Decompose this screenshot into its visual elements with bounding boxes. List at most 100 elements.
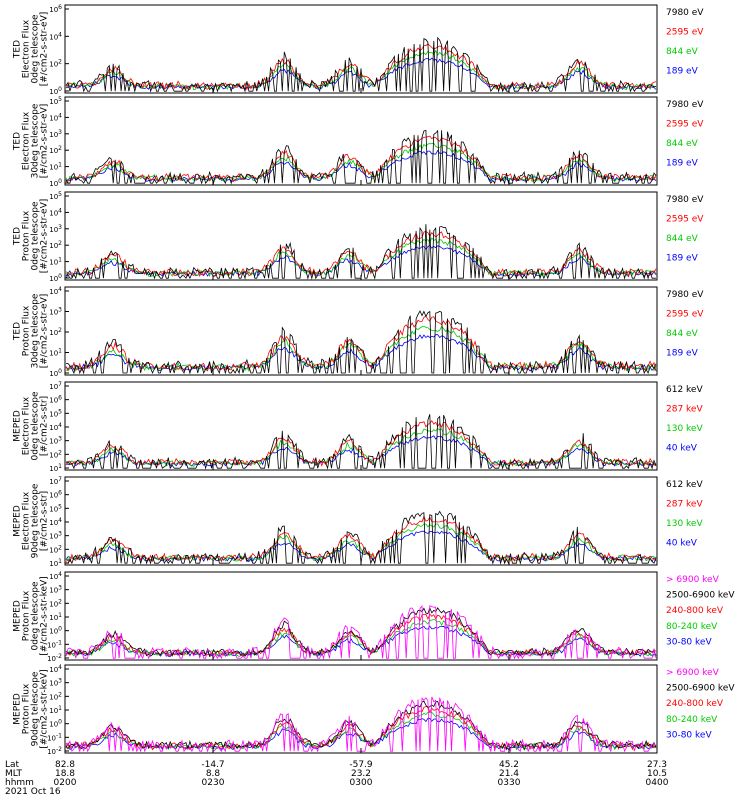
legend-entry: 189 eV bbox=[666, 159, 699, 169]
series-trace-magenta bbox=[65, 696, 657, 753]
series-trace-red bbox=[65, 706, 657, 751]
y-tick-label: 101 bbox=[49, 348, 62, 358]
y-tick-label: 105 bbox=[49, 96, 62, 106]
y-tick-label: 101 bbox=[49, 257, 62, 267]
footer-value: 0200 bbox=[54, 778, 77, 788]
y-tick-label: 106 bbox=[49, 395, 62, 405]
y-tick-label: 10-2 bbox=[47, 746, 62, 756]
series-trace-green bbox=[65, 523, 657, 562]
legend-entry: 240-800 keV bbox=[666, 606, 724, 616]
legend-entry: 844 eV bbox=[666, 139, 699, 149]
y-tick-label: 105 bbox=[49, 503, 62, 513]
y-tick-label: 105 bbox=[49, 191, 62, 201]
footer-value: 82.8 bbox=[55, 760, 75, 770]
y-axis-label: MEPEDProton Flux0deg telescope[#/cm2-s-s… bbox=[13, 576, 50, 655]
series-trace-green bbox=[65, 325, 657, 372]
legend-entry: > 6900 keV bbox=[666, 668, 720, 678]
y-tick-label: 106 bbox=[49, 490, 62, 500]
legend-entry: 2595 eV bbox=[666, 215, 704, 225]
y-tick-label: 100 bbox=[49, 719, 62, 729]
legend-entry: 130 keV bbox=[666, 519, 703, 529]
series-trace-blue bbox=[65, 334, 657, 372]
y-tick-label: 104 bbox=[49, 286, 62, 296]
legend-entry: 30-80 keV bbox=[666, 730, 712, 740]
series-trace-black bbox=[65, 36, 657, 93]
y-tick-label: 101 bbox=[49, 558, 62, 568]
legend-entry: 130 keV bbox=[666, 424, 703, 434]
y-tick-label: 101 bbox=[49, 162, 62, 172]
footer-row-label: hhmm bbox=[5, 778, 34, 788]
footer-value: 10.5 bbox=[647, 769, 667, 779]
series-trace-red bbox=[65, 135, 657, 183]
y-tick-label: 102 bbox=[49, 544, 62, 554]
y-tick-label: 103 bbox=[49, 307, 62, 317]
legend-entry: 287 keV bbox=[666, 405, 703, 415]
legend-entry: 2595 eV bbox=[666, 28, 704, 38]
y-tick-label: 100 bbox=[49, 273, 62, 283]
legend-entry: 844 eV bbox=[666, 329, 699, 339]
footer-value: 45.2 bbox=[499, 760, 519, 770]
legend-entry: 7980 eV bbox=[666, 195, 704, 205]
legend-entry: 40 keV bbox=[666, 539, 698, 549]
legend-entry: > 6900 keV bbox=[666, 575, 720, 585]
y-axis-label: TEDProton Flux0deg telescope[#/cm2-s-str… bbox=[13, 199, 50, 274]
footer-date: 2021 Oct 16 bbox=[5, 787, 61, 797]
y-axis-label: TEDProton Flux30deg telescope[#/cm2-s-st… bbox=[13, 293, 50, 368]
y-tick-label: 102 bbox=[49, 691, 62, 701]
y-tick-label: 101 bbox=[49, 705, 62, 715]
legend-entry: 80-240 keV bbox=[666, 622, 718, 632]
y-axis-label: TEDElectron Flux30deg telescope[#/cm2-s-… bbox=[13, 103, 50, 178]
y-tick-label: 103 bbox=[49, 436, 62, 446]
series-trace-red bbox=[65, 230, 657, 278]
y-tick-label: 100 bbox=[49, 86, 62, 96]
y-tick-label: 100 bbox=[49, 626, 62, 636]
series-trace-red bbox=[65, 315, 657, 372]
series-trace-magenta bbox=[65, 605, 657, 660]
series-trace-red bbox=[65, 43, 657, 91]
series-trace-red bbox=[65, 419, 657, 468]
footer-value: 27.3 bbox=[647, 760, 667, 770]
y-tick-label: 107 bbox=[49, 476, 62, 486]
y-tick-label: 103 bbox=[49, 129, 62, 139]
legend-entry: 2595 eV bbox=[666, 120, 704, 130]
y-tick-label: 102 bbox=[49, 145, 62, 155]
footer-value: 23.2 bbox=[351, 769, 371, 779]
footer-value: 21.4 bbox=[499, 769, 519, 779]
legend-entry: 7980 eV bbox=[666, 100, 704, 110]
footer-value: -14.7 bbox=[201, 760, 224, 770]
footer-value: 8.8 bbox=[206, 769, 221, 779]
legend-entry: 287 keV bbox=[666, 500, 703, 510]
series-trace-black bbox=[65, 700, 657, 751]
y-tick-label: 10-1 bbox=[47, 639, 62, 649]
y-tick-label: 100 bbox=[49, 368, 62, 378]
footer-row-label: Lat bbox=[5, 760, 20, 770]
footer-value: -57.9 bbox=[349, 760, 373, 770]
y-tick-label: 104 bbox=[49, 207, 62, 217]
y-tick-label: 103 bbox=[49, 585, 62, 595]
legend-entry: 2500-6900 keV bbox=[666, 591, 735, 601]
y-tick-label: 101 bbox=[49, 612, 62, 622]
y-tick-label: 106 bbox=[49, 4, 62, 14]
y-tick-label: 104 bbox=[49, 31, 62, 41]
legend-entry: 7980 eV bbox=[666, 290, 704, 300]
y-tick-label: 102 bbox=[49, 240, 62, 250]
legend-entry: 2595 eV bbox=[666, 310, 704, 320]
y-tick-label: 104 bbox=[49, 664, 62, 674]
legend-entry: 7980 eV bbox=[666, 8, 704, 18]
y-tick-label: 103 bbox=[49, 224, 62, 234]
y-tick-label: 102 bbox=[49, 598, 62, 608]
legend-entry: 612 keV bbox=[666, 385, 703, 395]
y-tick-label: 105 bbox=[49, 408, 62, 418]
series-trace-black bbox=[65, 310, 657, 375]
y-tick-label: 104 bbox=[49, 422, 62, 432]
y-tick-label: 102 bbox=[49, 327, 62, 337]
y-tick-label: 104 bbox=[49, 517, 62, 527]
series-trace-red bbox=[65, 515, 657, 563]
legend-entry: 844 eV bbox=[666, 234, 699, 244]
